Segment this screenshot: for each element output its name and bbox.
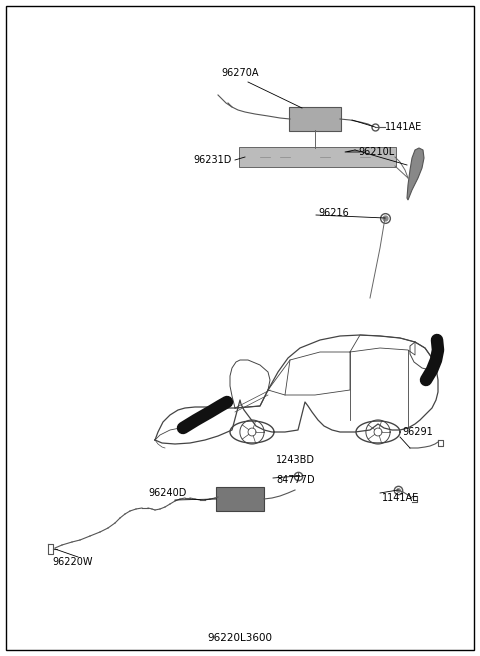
- Text: 96220L3600: 96220L3600: [207, 633, 273, 643]
- Text: 96240D: 96240D: [148, 488, 186, 498]
- Bar: [216, 487, 264, 511]
- FancyBboxPatch shape: [289, 107, 341, 131]
- FancyBboxPatch shape: [239, 147, 396, 167]
- Text: 96220W: 96220W: [52, 557, 93, 567]
- Text: 1141AE: 1141AE: [382, 493, 419, 503]
- Text: 96216: 96216: [318, 208, 349, 218]
- Polygon shape: [407, 148, 424, 200]
- Text: 1243BD: 1243BD: [276, 455, 315, 465]
- Text: 96210L: 96210L: [358, 147, 394, 157]
- Text: 1141AE: 1141AE: [385, 122, 422, 132]
- Text: 96270A: 96270A: [221, 68, 259, 78]
- Text: 96291: 96291: [402, 427, 433, 437]
- Text: 84777D: 84777D: [276, 475, 314, 485]
- Text: 96231D: 96231D: [193, 155, 232, 165]
